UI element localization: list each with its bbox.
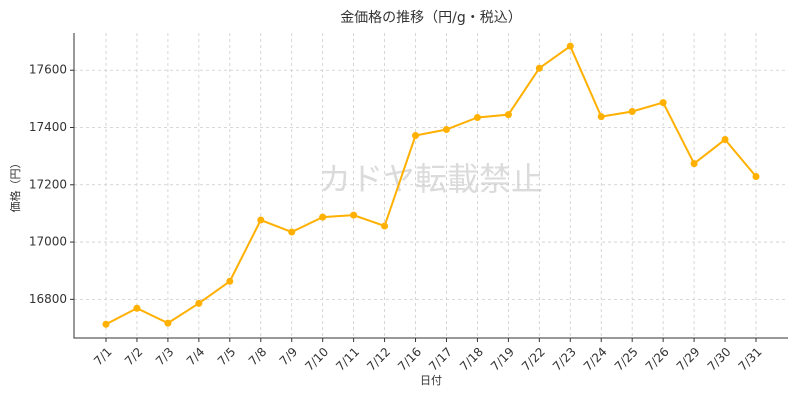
marker [319, 213, 327, 221]
marker [133, 304, 141, 312]
chart-title: 金価格の推移（円/g・税込） [340, 10, 522, 26]
axes [73, 33, 788, 339]
marker [257, 216, 265, 224]
x-tick-label: 7/16 [395, 345, 424, 374]
marker [381, 222, 389, 230]
x-tick-label: 7/4 [184, 345, 208, 369]
x-tick-label: 7/30 [705, 345, 734, 374]
x-tick-label: 7/29 [674, 345, 703, 374]
marker [226, 277, 234, 285]
y-axis-label: 価格（円） [8, 158, 22, 213]
x-tick-label: 7/19 [488, 345, 517, 374]
marker [597, 113, 605, 121]
watermark: カドヤ転載禁止 [319, 160, 543, 198]
marker [412, 132, 420, 140]
x-tick-label: 7/5 [215, 345, 239, 369]
y-tick-label: 17600 [29, 63, 67, 77]
x-tick-label: 7/22 [519, 345, 548, 374]
x-tick-label: 7/8 [246, 345, 270, 369]
marker [473, 113, 481, 121]
x-tick-label: 7/24 [581, 345, 610, 374]
line [105, 44, 757, 326]
y-tick-label: 17200 [29, 177, 67, 191]
marker [721, 136, 729, 144]
x-tick-label: 7/31 [736, 345, 765, 374]
x-tick-label: 7/23 [550, 345, 579, 374]
y-tick-label: 16800 [29, 292, 67, 306]
plot: 16800 17000 17200 17400 17600 7/1 7/2 7/3 7/4 7/5… [29, 33, 788, 374]
x-tick-label: 7/11 [333, 345, 362, 374]
x-tick-label: 7/18 [457, 345, 486, 374]
marker [102, 320, 110, 328]
marker [628, 107, 636, 115]
marker [164, 319, 172, 327]
x-tick-label: 7/26 [643, 345, 672, 374]
y-tick-label: 17000 [29, 235, 67, 249]
marker [442, 126, 450, 134]
x-tick-label: 7/12 [364, 345, 393, 374]
x-tick-label: 7/9 [277, 345, 301, 369]
y-tick-label: 17400 [29, 120, 67, 134]
marker [566, 42, 574, 50]
x-tick-label: 7/2 [122, 345, 146, 369]
marker [752, 172, 760, 180]
x-tick-label: 7/3 [153, 345, 177, 369]
x-tick-label: 7/1 [91, 345, 115, 369]
marker [288, 228, 296, 236]
x-axis-label: 日付 [420, 374, 442, 387]
marker [195, 299, 203, 307]
x-tick-label: 7/25 [612, 345, 641, 374]
x-tick-label: 7/17 [426, 345, 455, 374]
marker [535, 64, 543, 72]
marker [659, 99, 667, 107]
marker [690, 160, 698, 168]
marker [504, 111, 512, 119]
x-tick-label: 7/10 [302, 345, 331, 374]
marker [350, 211, 358, 219]
